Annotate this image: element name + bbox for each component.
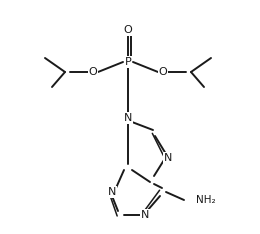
Text: N: N	[141, 210, 149, 220]
Text: NH₂: NH₂	[196, 195, 216, 205]
Text: P: P	[125, 57, 131, 67]
Text: N: N	[164, 153, 172, 163]
Text: N: N	[108, 187, 116, 197]
Text: N: N	[124, 113, 132, 123]
Text: O: O	[124, 25, 132, 35]
Text: O: O	[89, 67, 98, 77]
Text: O: O	[159, 67, 167, 77]
